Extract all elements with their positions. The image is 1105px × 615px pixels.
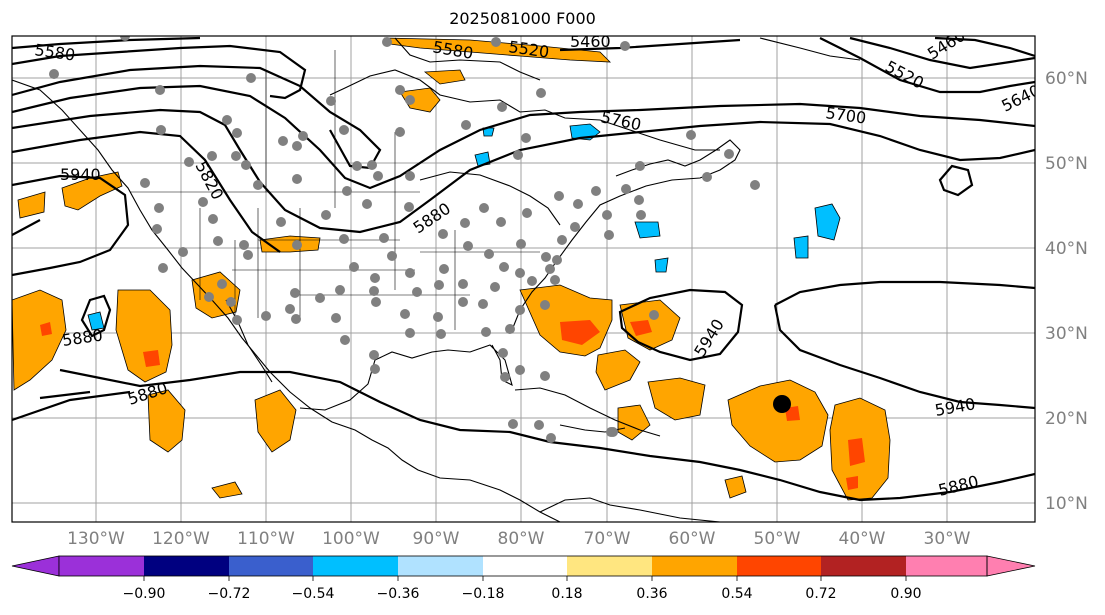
contour-label: 5460 xyxy=(924,26,969,64)
deep-sky-blue-region xyxy=(793,235,809,259)
orange-region xyxy=(647,377,706,421)
orange-region xyxy=(384,37,612,63)
orange-red-region xyxy=(40,322,52,336)
colorbar-tick-label: 0.90 xyxy=(890,586,921,602)
orange-red-region xyxy=(560,320,600,345)
contour-label: 5520 xyxy=(882,57,927,93)
lon-label: 50°W xyxy=(754,529,801,549)
colorbar-tick-label: 0.36 xyxy=(636,586,667,602)
shaded-field xyxy=(12,37,891,501)
colorbar-segment xyxy=(483,556,567,576)
colorbar-segment xyxy=(144,556,229,576)
orange-region xyxy=(399,87,441,113)
lat-label: 10°N xyxy=(1045,494,1088,514)
orange-region xyxy=(619,299,681,351)
colorbar: −0.90 −0.72 −0.54 −0.36 −0.18 0.18 0.36 … xyxy=(11,555,1036,602)
colorbar-segment xyxy=(229,556,313,576)
colorbar-segment xyxy=(313,556,398,576)
orange-red-region xyxy=(143,350,160,367)
orange-red-region xyxy=(846,476,858,490)
longitude-labels: 130°W 120°W 110°W 100°W 90°W 80°W 70°W 6… xyxy=(67,529,971,549)
orange-region xyxy=(147,389,186,453)
orange-red-region xyxy=(848,438,865,466)
orange-region xyxy=(727,379,829,463)
lon-label: 90°W xyxy=(413,529,460,549)
lon-label: 60°W xyxy=(669,529,716,549)
lat-label: 20°N xyxy=(1045,409,1088,429)
contour-label: 5460 xyxy=(570,32,611,51)
lon-label: 100°W xyxy=(322,529,380,549)
colorbar-tick-label: 0.72 xyxy=(805,586,836,602)
colorbar-tick-label: 0.54 xyxy=(721,586,752,602)
colorbar-segment xyxy=(398,556,483,576)
orange-red-region xyxy=(630,320,652,336)
map-frame xyxy=(11,35,1036,523)
orange-region xyxy=(519,284,613,357)
orange-region xyxy=(595,349,641,391)
deep-sky-blue-region xyxy=(634,221,661,239)
lon-label: 30°W xyxy=(924,529,971,549)
lon-label: 70°W xyxy=(584,529,631,549)
orange-region xyxy=(12,289,67,391)
colorbar-outline xyxy=(58,555,988,577)
lat-label: 30°N xyxy=(1045,324,1088,344)
lon-label: 80°W xyxy=(498,529,545,549)
colorbar-extend-high xyxy=(986,555,1036,577)
map-title: 2025081000 F000 xyxy=(449,9,596,28)
colorbar-segment xyxy=(567,556,652,576)
deep-sky-blue-region xyxy=(814,203,841,241)
orange-region xyxy=(211,481,243,499)
colorbar-extend-low xyxy=(11,555,60,577)
lon-label: 40°W xyxy=(839,529,886,549)
colorbar-tick-label: −0.72 xyxy=(208,586,251,602)
lat-label: 60°N xyxy=(1045,69,1088,89)
colorbar-segment xyxy=(821,556,906,576)
contour-label: 5820 xyxy=(191,158,227,203)
station-markers xyxy=(49,36,760,443)
orange-region xyxy=(423,69,466,85)
lon-label: 120°W xyxy=(152,529,210,549)
colorbar-tick-label: −0.90 xyxy=(123,586,166,602)
contour-label: 5520 xyxy=(507,37,550,61)
colorbar-tick-label: −0.36 xyxy=(377,586,420,602)
contour-label: 5880 xyxy=(61,325,104,349)
colorbar-tick-label: −0.54 xyxy=(292,586,335,602)
lon-label: 110°W xyxy=(237,529,295,549)
colorbar-tick-label: 0.18 xyxy=(551,586,582,602)
colorbar-segment xyxy=(737,556,821,576)
colorbar-tick-label: −0.18 xyxy=(462,586,505,602)
contour-label: 5940 xyxy=(60,165,101,184)
lat-label: 40°N xyxy=(1045,239,1088,259)
orange-region xyxy=(617,404,651,441)
colorbar-segment xyxy=(906,556,987,576)
center-marker xyxy=(773,395,791,413)
lat-label: 50°N xyxy=(1045,154,1088,174)
deep-sky-blue-region xyxy=(654,257,669,273)
orange-region xyxy=(17,191,46,219)
colorbar-segment xyxy=(652,556,737,576)
lon-label: 130°W xyxy=(67,529,125,549)
orange-region xyxy=(115,289,173,383)
orange-region xyxy=(254,389,297,453)
latitude-labels: 60°N 50°N 40°N 30°N 20°N 10°N xyxy=(1045,69,1088,514)
contour-label: 5760 xyxy=(599,107,643,134)
colorbar-segment xyxy=(59,556,144,576)
contour-label: 5880 xyxy=(936,472,980,500)
political-borders xyxy=(130,50,540,330)
orange-region xyxy=(724,475,747,499)
contour-label: 5940 xyxy=(690,316,728,361)
orange-region xyxy=(191,271,241,319)
